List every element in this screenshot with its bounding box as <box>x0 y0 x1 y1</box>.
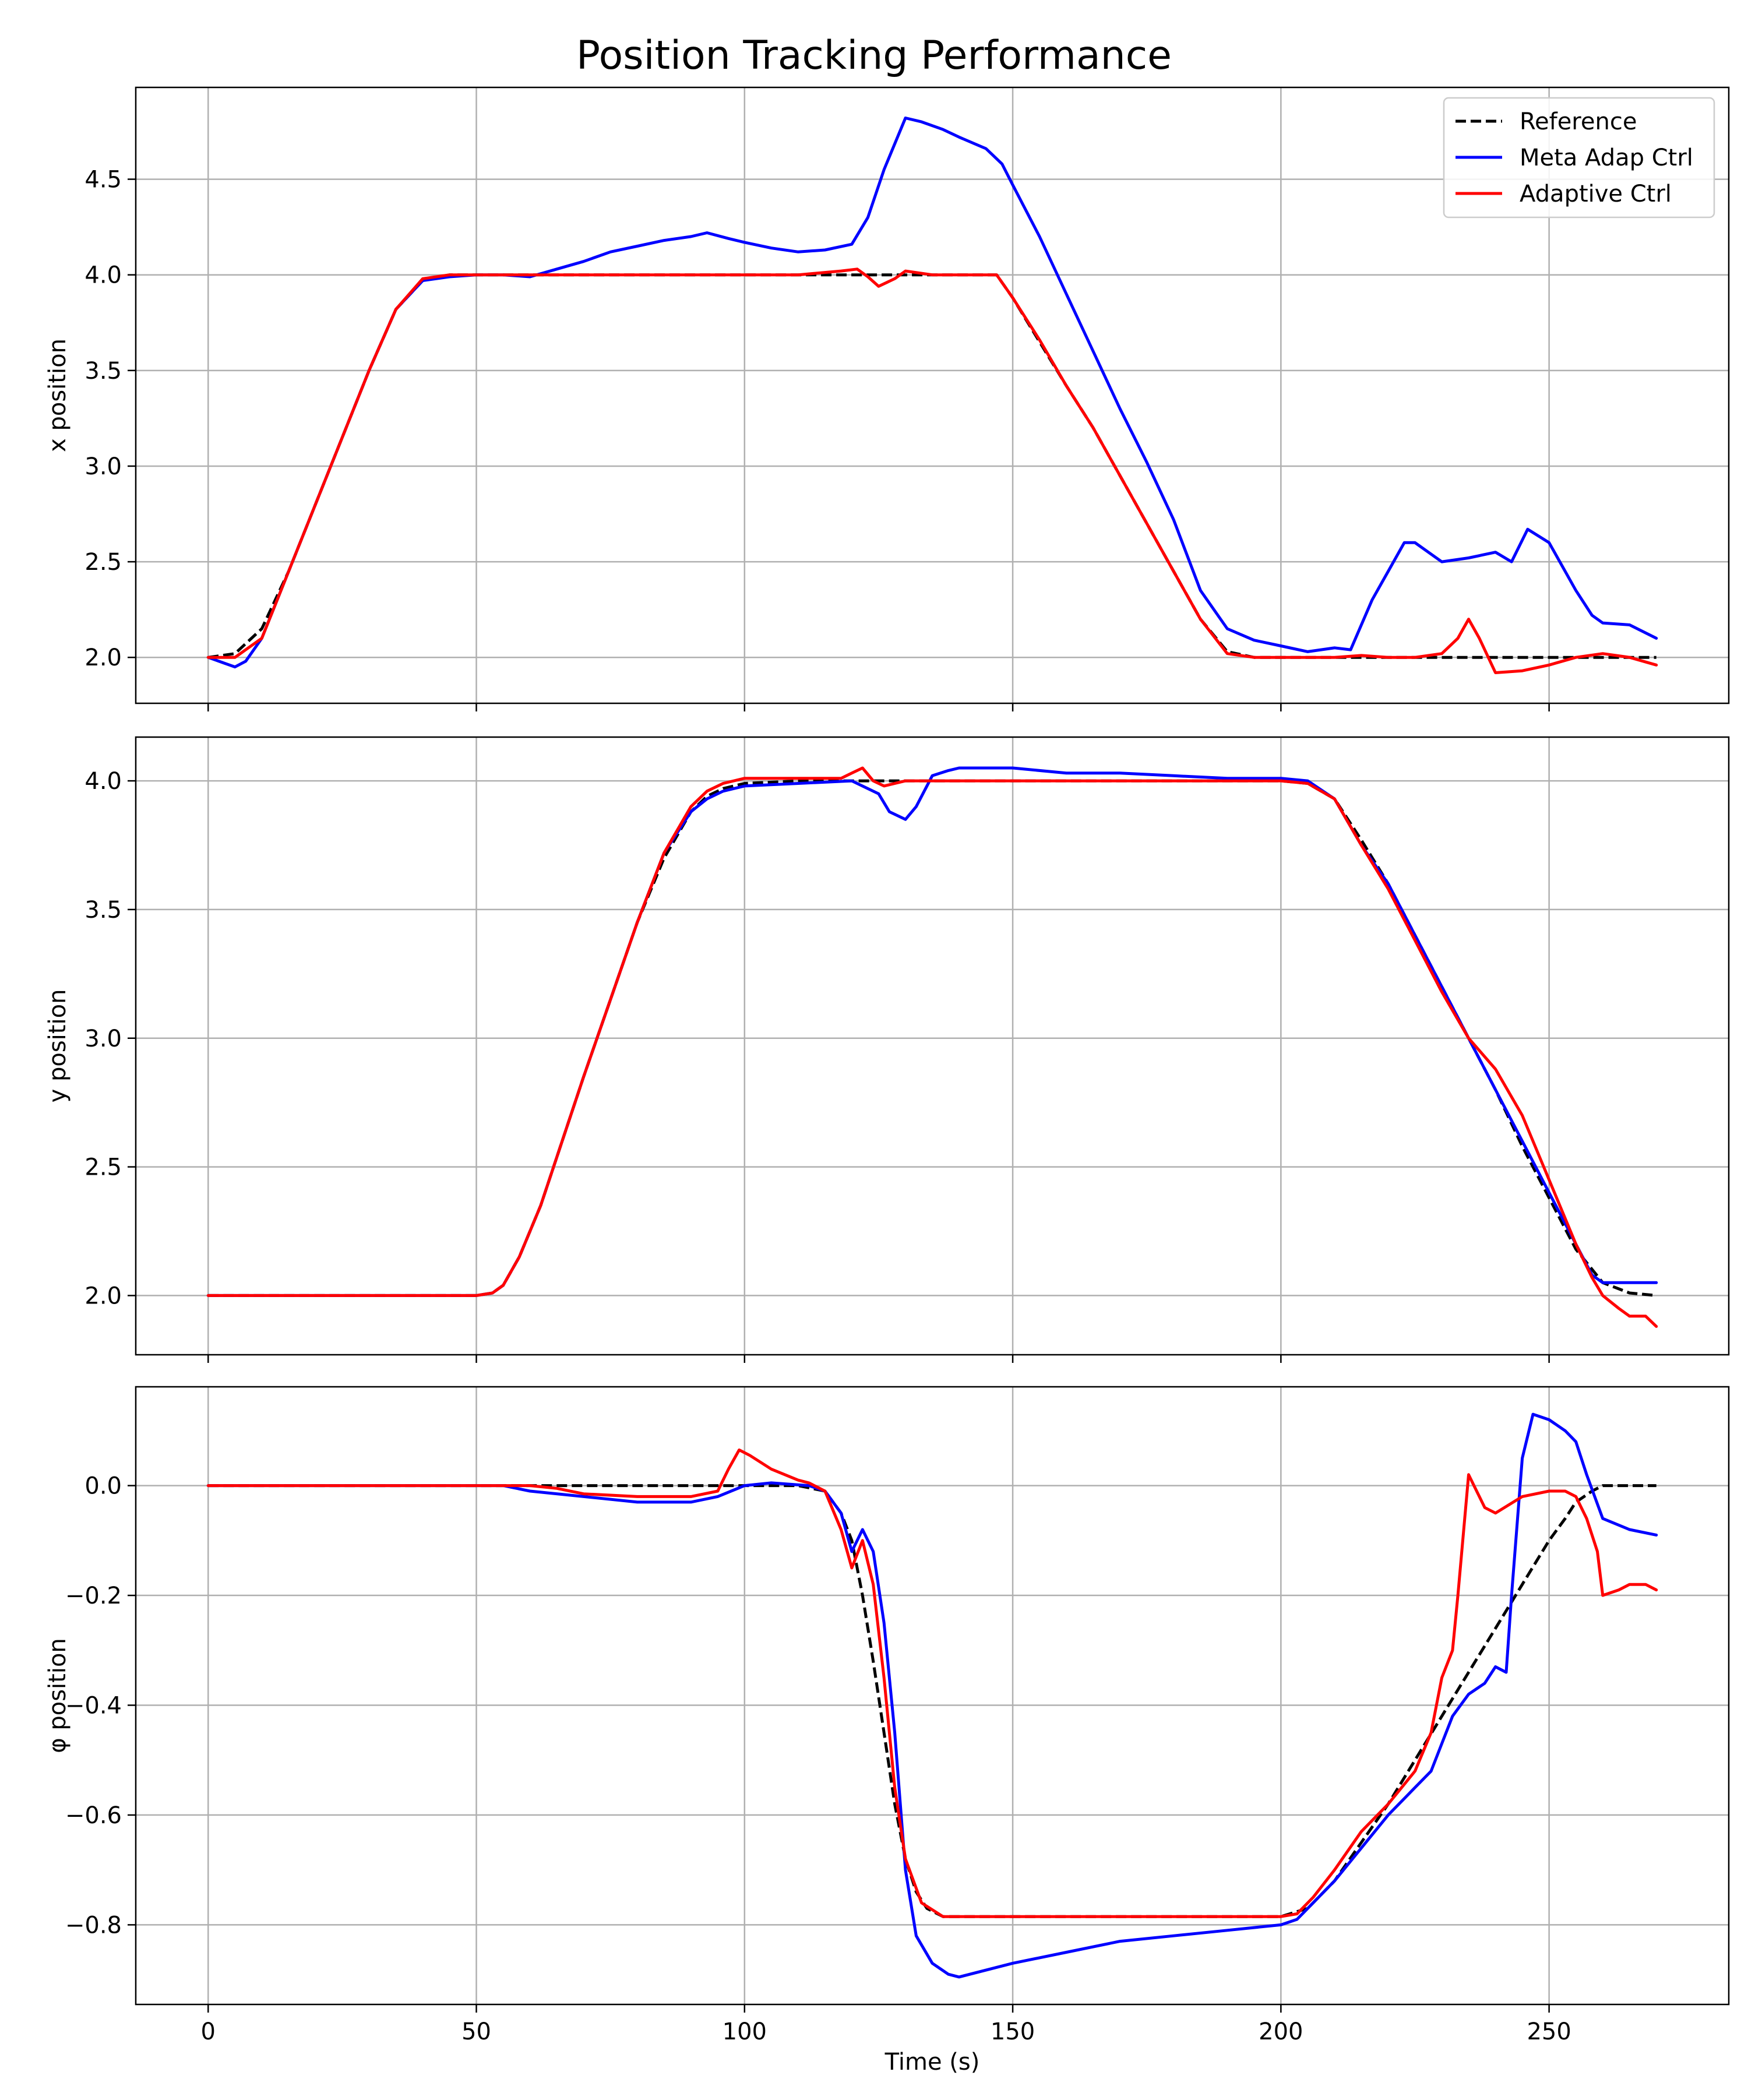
panel-3: 0 50 100 150 200 250 0.0 −0.2 −0.4 −0.6 −0.8 φ posi… <box>44 1386 1730 2076</box>
y-tick-label: 4.0 <box>84 262 122 289</box>
panel-2: 2.0 2.5 3.0 3.5 4.0 y position <box>44 736 1730 1363</box>
y-axis-label: φ position <box>44 1638 71 1753</box>
meta-adap-ctrl-line <box>206 117 1658 669</box>
x-axis-label: Time (s) <box>884 2049 980 2076</box>
axes-frame <box>135 1386 1730 2006</box>
y-tick-label: 0.0 <box>84 1473 122 1500</box>
y-axis-label: x position <box>44 339 71 452</box>
axes-frame <box>135 86 1730 704</box>
x-tick-label: 200 <box>1259 2018 1303 2045</box>
legend-label: Meta Adap Ctrl <box>1520 145 1693 171</box>
y-tick-label: 3.5 <box>84 897 122 924</box>
panels: 2.0 2.5 3.0 3.5 4.0 4.5 x position Reference Met… <box>44 86 1730 2076</box>
adaptive-ctrl-line <box>206 766 1658 1328</box>
series-group <box>206 766 1658 1328</box>
y-tick-label: 4.0 <box>84 768 122 795</box>
adaptive-ctrl-line <box>206 1448 1658 1918</box>
axes-frame <box>135 736 1730 1356</box>
y-tick-label: −0.8 <box>65 1912 122 1939</box>
legend-box <box>1443 97 1715 219</box>
legend: Reference Meta Adap Ctrl Adaptive Ctrl <box>1443 97 1715 219</box>
series-group <box>206 1412 1658 1979</box>
figure-title: Position Tracking Performance <box>576 33 1172 79</box>
y-tick-label: −0.2 <box>65 1583 122 1609</box>
y-tick-label: 2.0 <box>84 644 122 671</box>
adaptive-ctrl-line <box>206 267 1658 674</box>
x-tick-label: 100 <box>723 2018 767 2045</box>
panel-1: 2.0 2.5 3.0 3.5 4.0 4.5 x position Reference Met… <box>44 86 1730 711</box>
x-tick-label: 50 <box>461 2018 491 2045</box>
y-tick-label: 2.0 <box>84 1282 122 1309</box>
x-tick-label: 150 <box>991 2018 1035 2045</box>
y-tick-label: −0.4 <box>65 1692 122 1719</box>
series-group <box>206 117 1658 674</box>
x-tick-label: 0 <box>201 2018 216 2045</box>
legend-label: Adaptive Ctrl <box>1520 181 1672 207</box>
x-tick-label: 250 <box>1527 2018 1571 2045</box>
y-tick-label: 4.5 <box>84 167 122 193</box>
y-tick-label: 3.5 <box>84 358 122 385</box>
legend-label: Reference <box>1520 108 1637 135</box>
y-tick-label: 3.0 <box>84 1026 122 1052</box>
y-tick-label: 2.5 <box>84 549 122 576</box>
y-tick-label: −0.6 <box>65 1802 122 1829</box>
y-axis-label: y position <box>44 989 71 1103</box>
y-tick-label: 3.0 <box>84 453 122 480</box>
meta-adap-ctrl-line <box>206 1412 1658 1979</box>
y-tick-label: 2.5 <box>84 1154 122 1181</box>
